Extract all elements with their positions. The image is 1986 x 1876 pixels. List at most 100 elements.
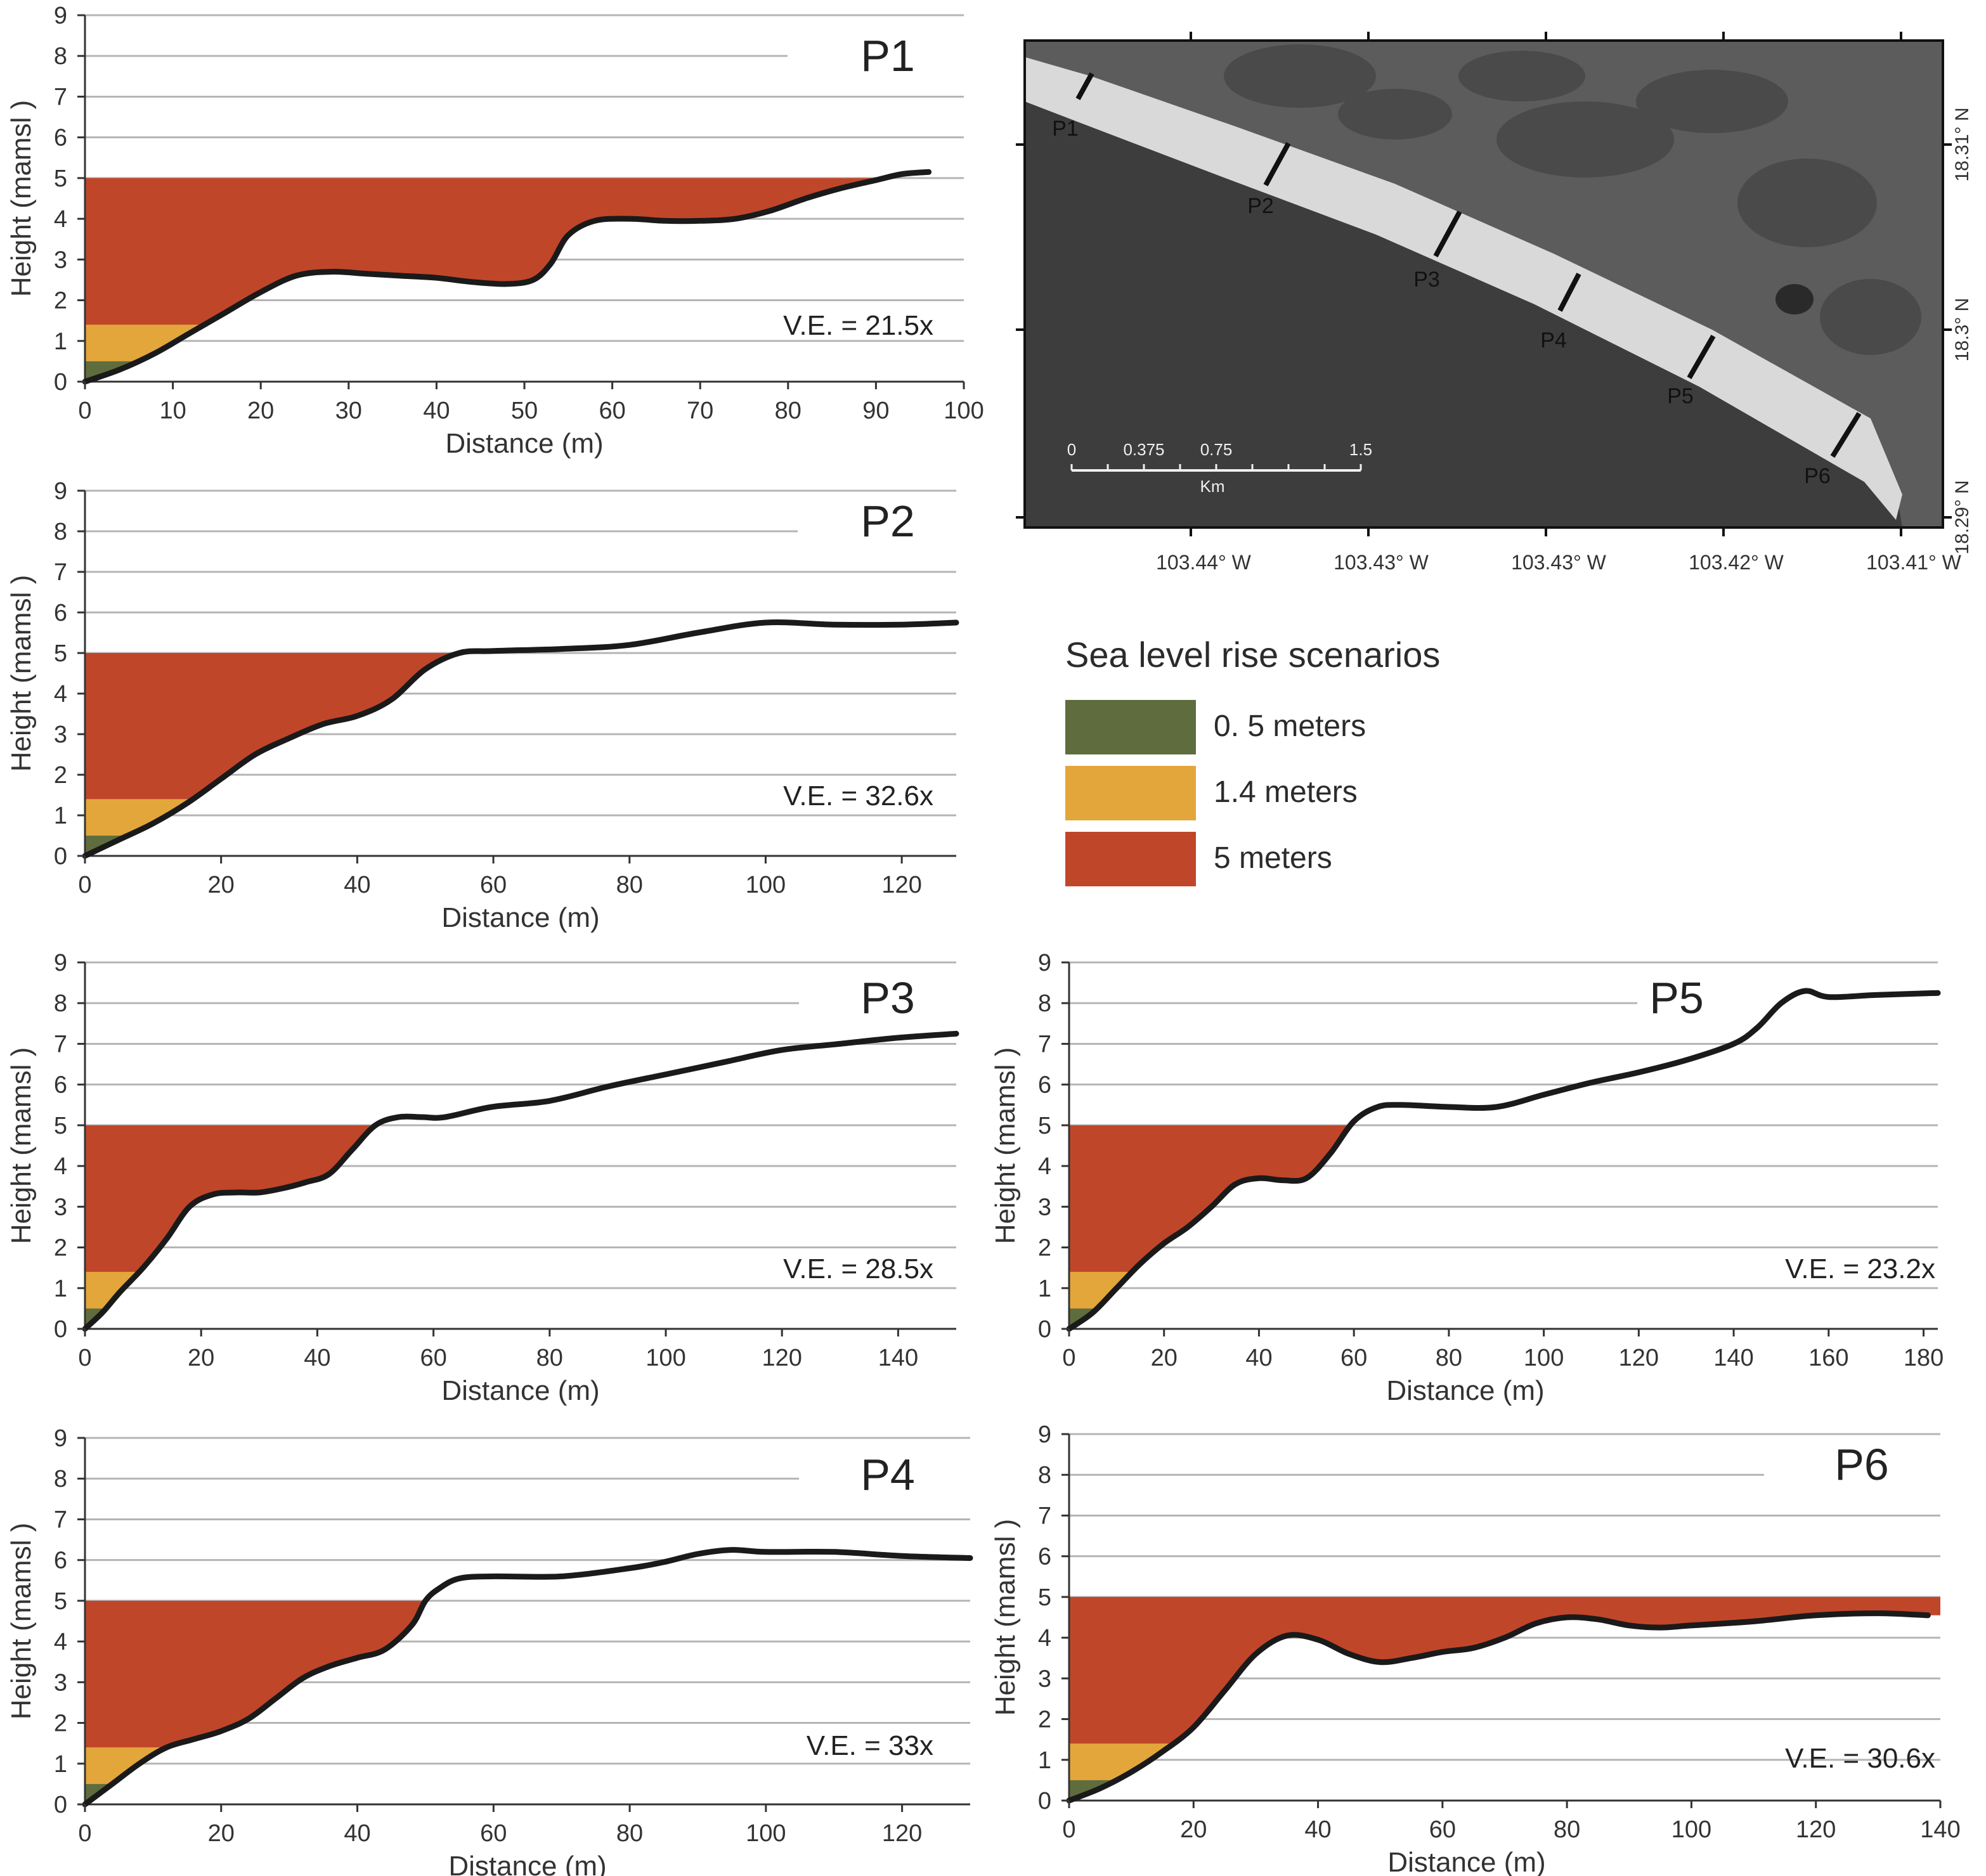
- y-tick-label: 4: [54, 1629, 67, 1655]
- map-profile-marker: [1075, 72, 1094, 100]
- x-tick-label: 60: [480, 872, 507, 898]
- y-tick-label: 2: [54, 1711, 67, 1737]
- x-tick-label: 0: [1062, 1816, 1075, 1843]
- x-tick-label: 20: [1151, 1345, 1178, 1371]
- x-tick-label: 20: [208, 1820, 235, 1847]
- chart-title: P6: [1834, 1440, 1889, 1489]
- legend-swatch-0-5: [1065, 700, 1196, 754]
- x-tick-label: 0: [78, 1820, 91, 1847]
- map-profile-label: P1: [1052, 117, 1079, 141]
- ve-annotation: V.E. = 28.5x: [783, 1253, 933, 1284]
- x-tick-label: 60: [1429, 1816, 1456, 1843]
- x-tick-label: 0: [1062, 1345, 1075, 1371]
- map-lon-label: 103.42° W: [1689, 551, 1784, 574]
- legend: Sea level rise scenarios 0. 5 meters 1.4…: [1065, 634, 1547, 900]
- flood-area-0-5m: [85, 836, 956, 856]
- chart-title: P1: [860, 31, 915, 81]
- x-tick-label: 40: [344, 1820, 370, 1847]
- x-tick-label: 120: [1619, 1345, 1659, 1371]
- map-lat-label: 18.3° N: [1952, 298, 1973, 361]
- profile-line: [82, 619, 959, 859]
- profile-line: [82, 1030, 959, 1332]
- x-tick-label: 140: [1920, 1816, 1960, 1843]
- legend-label-1-4: 1.4 meters: [1214, 775, 1358, 809]
- map-lon-label: 103.41° W: [1866, 551, 1962, 574]
- y-tick-label: 1: [54, 1751, 67, 1778]
- map-lat-label: 18.29° N: [1952, 480, 1973, 554]
- y-tick-label: 6: [1038, 1072, 1051, 1099]
- y-tick-label: 6: [54, 125, 67, 152]
- y-tick-label: 5: [1038, 1113, 1051, 1139]
- map-vegetation: [1820, 279, 1921, 355]
- y-tick-label: 1: [1038, 1747, 1051, 1774]
- y-tick-label: 3: [54, 247, 67, 273]
- x-tick-label: 100: [944, 398, 983, 424]
- legend-title: Sea level rise scenarios: [1065, 635, 1441, 675]
- chart-title: P5: [1649, 973, 1704, 1023]
- map-profile-label: P3: [1413, 268, 1440, 292]
- y-tick-label: 7: [1038, 1031, 1051, 1058]
- legend-item-0-5: 0. 5 meters: [1065, 700, 1547, 754]
- profile-chart-p2: 0 1 2 3 4 5 6 7 8 9 0 20 40 60 80 100 120 Distance (m) Hei…: [6, 478, 959, 933]
- y-tick-label: 5: [54, 1588, 67, 1615]
- legend-item-5: 5 meters: [1065, 832, 1547, 886]
- x-tick-label: 80: [536, 1345, 563, 1371]
- profile-chart-p6: 0 1 2 3 4 5 6 7 8 9 0 20 40 60 80 100 120 140 Distance (m)…: [990, 1421, 1961, 1876]
- x-tick-label: 100: [1524, 1345, 1564, 1371]
- x-tick-label: 60: [599, 398, 625, 424]
- map-lon-label: 103.43° W: [1511, 551, 1607, 574]
- map-scale-label: 0: [1067, 440, 1076, 459]
- y-tick-label: 9: [54, 478, 67, 505]
- map-scale-label: 1.5: [1349, 440, 1372, 459]
- y-tick-label: 7: [54, 559, 67, 586]
- profile-chart-p5: 0 1 2 3 4 5 6 7 8 9 0 20 40 60 80 100 120 140 160 180 Distan…: [990, 950, 1944, 1406]
- x-tick-label: 50: [511, 398, 538, 424]
- x-tick-label: 80: [1436, 1345, 1462, 1371]
- x-tick-label: 100: [746, 872, 786, 898]
- flood-area-5m: [85, 1600, 970, 1804]
- legend-label-0-5: 0. 5 meters: [1214, 709, 1366, 743]
- chart-title: P3: [860, 973, 915, 1023]
- location-map: 103.44° W 103.43° W 103.43° W 103.42° W 103.…: [1016, 32, 1973, 574]
- y-tick-label: 3: [1038, 1194, 1051, 1220]
- y-tick-label: 6: [54, 1548, 67, 1574]
- x-tick-label: 120: [881, 872, 921, 898]
- flood-area-0-5m: [85, 361, 964, 382]
- map-profile-label: P5: [1667, 384, 1694, 408]
- x-tick-label: 0: [78, 1345, 91, 1371]
- map-profile-marker: [1263, 142, 1291, 186]
- x-tick-label: 40: [1245, 1345, 1272, 1371]
- y-tick-label: 2: [54, 762, 67, 789]
- y-tick-label: 2: [54, 1235, 67, 1262]
- legend-swatch-1-4: [1065, 766, 1196, 820]
- map-vegetation: [1636, 70, 1788, 133]
- flood-area-5m: [85, 653, 956, 856]
- x-tick-label: 70: [687, 398, 713, 424]
- profile-line: [1066, 1610, 1931, 1804]
- map-profile-marker: [1687, 335, 1716, 379]
- map-scale-unit: Km: [1200, 477, 1225, 496]
- y-tick-label: 9: [54, 3, 67, 29]
- legend-swatch-5: [1065, 832, 1196, 886]
- y-tick-label: 8: [1038, 1462, 1051, 1489]
- flood-area-0-5m: [1069, 1780, 1940, 1801]
- x-tick-label: 160: [1808, 1345, 1848, 1371]
- map-scale-label: 0.75: [1200, 440, 1233, 459]
- x-tick-label: 140: [1713, 1345, 1753, 1371]
- x-tick-label: 80: [775, 398, 802, 424]
- y-tick-label: 9: [54, 950, 67, 976]
- y-tick-label: 1: [54, 1276, 67, 1302]
- map-frame: [1023, 39, 1944, 529]
- x-tick-label: 120: [1796, 1816, 1836, 1843]
- y-axis-label: Height (mamsl ): [6, 575, 37, 772]
- x-tick-label: 60: [480, 1820, 507, 1847]
- x-tick-label: 40: [344, 872, 370, 898]
- y-tick-label: 3: [54, 1194, 67, 1220]
- map-vegetation: [1338, 89, 1452, 139]
- profile-line: [82, 1547, 973, 1808]
- legend-item-1-4: 1.4 meters: [1065, 766, 1547, 820]
- ve-annotation: V.E. = 33x: [807, 1730, 933, 1761]
- x-tick-label: 0: [78, 398, 91, 424]
